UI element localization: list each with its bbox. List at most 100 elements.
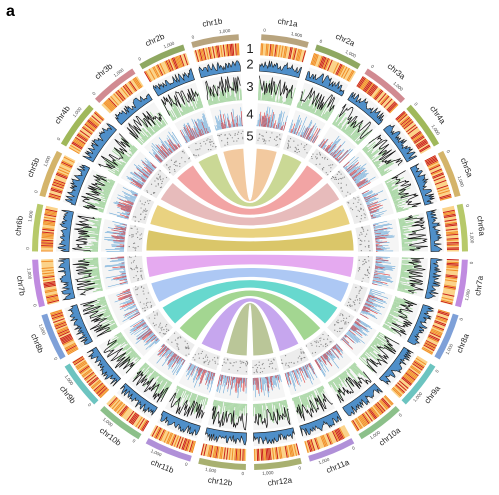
track5-point	[303, 351, 304, 352]
track5-point	[262, 364, 263, 365]
track5-point	[343, 318, 344, 319]
ideogram-layer	[32, 34, 468, 470]
track5-point	[328, 335, 329, 336]
track5-point	[325, 343, 326, 344]
chromosome-label: chr9a	[423, 384, 443, 406]
track5-point	[359, 244, 360, 245]
tick-label: 0	[413, 101, 419, 107]
track5-point	[157, 179, 158, 180]
track5-point	[193, 155, 194, 156]
track5-background	[354, 256, 372, 283]
track5-point	[232, 365, 233, 366]
track5-point	[131, 269, 132, 270]
track5-point	[140, 219, 141, 220]
chromosome-label: chr2a	[334, 32, 356, 49]
track5-point	[360, 286, 361, 287]
track5-point	[256, 364, 257, 365]
track5-point	[365, 275, 366, 276]
track5-point	[350, 306, 351, 307]
track5-point	[265, 140, 266, 141]
track5-point	[356, 216, 357, 217]
track5-point	[136, 233, 137, 234]
track5-point	[224, 359, 225, 360]
track5-point	[147, 192, 148, 193]
track5-point	[129, 256, 130, 257]
track5-point	[150, 302, 151, 303]
track5-point	[322, 157, 323, 158]
track5-point	[146, 210, 147, 211]
track5-point	[159, 332, 160, 333]
track5-point	[366, 234, 367, 235]
track5-point	[136, 275, 137, 276]
track5-point	[219, 135, 220, 136]
chromosome-label: chr12b	[207, 476, 233, 488]
track5-point	[359, 260, 360, 261]
track5-point	[233, 362, 234, 363]
track5-point	[171, 160, 172, 161]
track5-point	[360, 290, 361, 291]
track5-point	[317, 157, 318, 158]
track5-point	[320, 154, 321, 155]
track5-point	[151, 307, 152, 308]
track5-point	[334, 330, 335, 331]
track5-point	[335, 177, 336, 178]
track5-point	[229, 133, 230, 134]
track5-point	[134, 269, 135, 270]
track5-point	[134, 243, 135, 244]
track5-point	[316, 342, 317, 343]
track5-point	[324, 158, 325, 159]
track5-point	[360, 244, 361, 245]
track5-point	[344, 322, 345, 323]
track5-point	[133, 261, 134, 262]
track5-point	[198, 353, 199, 354]
track5-point	[323, 339, 324, 340]
track5-point	[151, 194, 152, 195]
track5-point	[137, 287, 138, 288]
track5-point	[369, 267, 370, 268]
track5-point	[165, 333, 166, 334]
track5-point	[343, 320, 344, 321]
track5-point	[258, 138, 259, 139]
track5-point	[348, 302, 349, 303]
track5-point	[215, 363, 216, 364]
tick-label: 0	[25, 247, 30, 250]
track5-point	[166, 331, 167, 332]
track5-point	[185, 355, 186, 356]
track5-point	[364, 213, 365, 214]
track4-bar-blue	[257, 125, 258, 126]
track5-point	[146, 190, 147, 191]
track3-bar	[83, 251, 98, 252]
track5-point	[286, 363, 287, 364]
track1-bar	[447, 249, 459, 250]
track-number: 3	[246, 79, 253, 94]
track5-point	[227, 142, 228, 143]
track5-point	[142, 308, 143, 309]
tick-label: 1,000	[457, 175, 465, 188]
track5-point	[148, 203, 149, 204]
track5-point	[146, 298, 147, 299]
track5-point	[240, 361, 241, 362]
track5-point	[274, 139, 275, 140]
track5-point	[312, 153, 313, 154]
tick-label: 0	[241, 471, 244, 476]
track5-point	[310, 343, 311, 344]
tick-label: 1,000	[469, 232, 475, 244]
track5-point	[296, 148, 297, 149]
track5-point	[260, 368, 261, 369]
track5-point	[140, 234, 141, 235]
track5-point	[359, 290, 360, 291]
track5-point	[157, 313, 158, 314]
track3-bar	[254, 404, 255, 407]
track5-point	[365, 214, 366, 215]
track5-point	[242, 131, 243, 132]
track5-point	[330, 171, 331, 172]
track5-point	[177, 165, 178, 166]
tick-label: 0	[263, 28, 266, 33]
track5-point	[356, 295, 357, 296]
track5-point	[311, 345, 312, 346]
track5-point	[158, 326, 159, 327]
track5-point	[347, 192, 348, 193]
track5-point	[361, 250, 362, 251]
track5-point	[365, 261, 366, 262]
track5-point	[361, 234, 362, 235]
